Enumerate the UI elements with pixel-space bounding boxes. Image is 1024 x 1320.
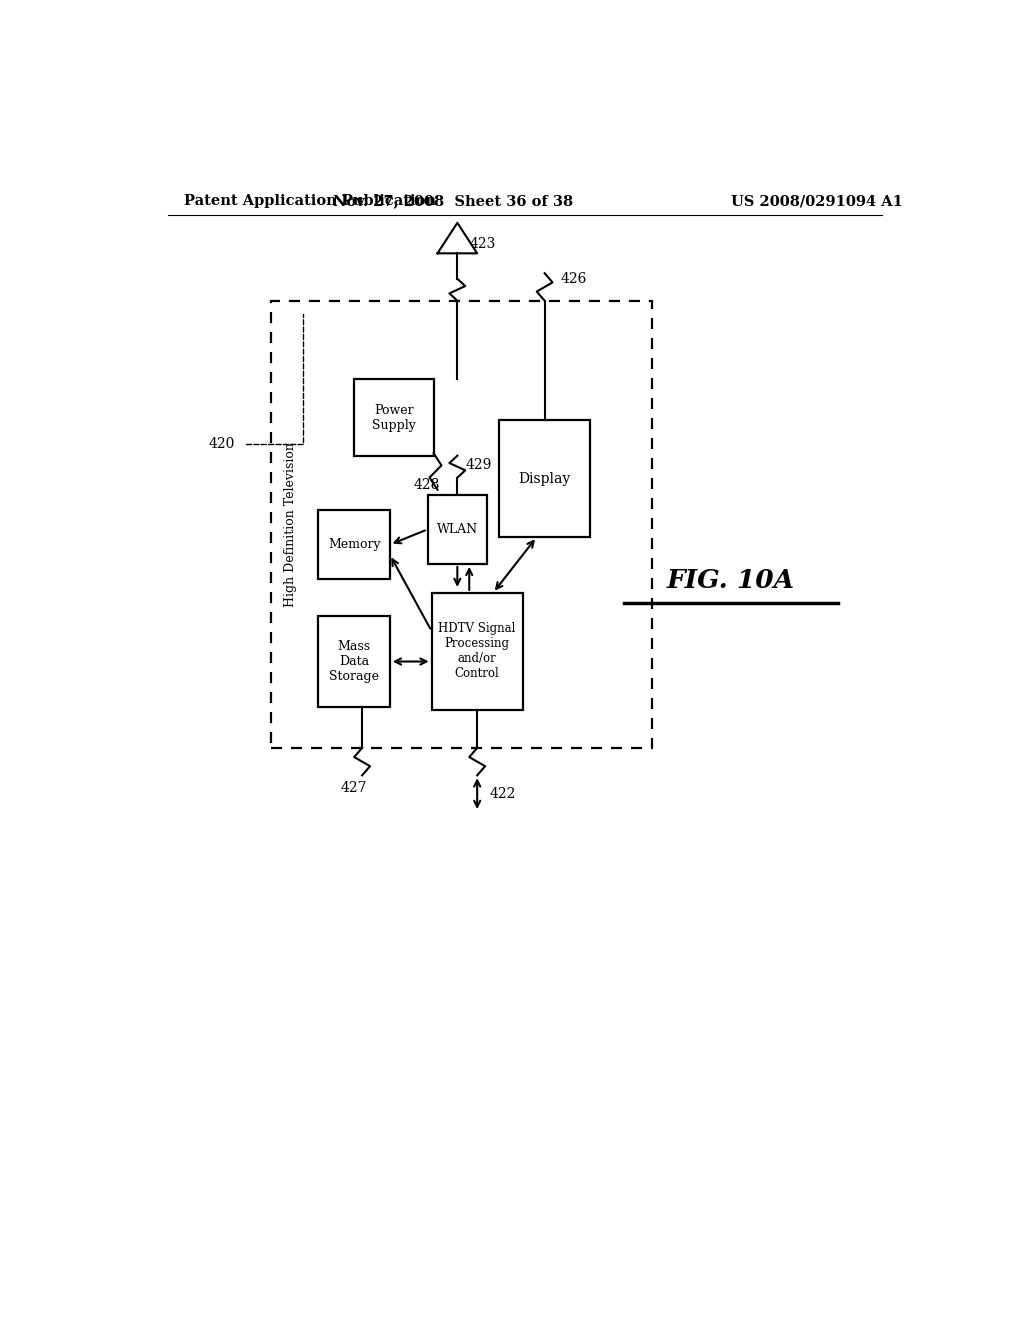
- Bar: [428, 495, 487, 564]
- Bar: [318, 510, 390, 579]
- Text: Mass
Data
Storage: Mass Data Storage: [329, 640, 379, 682]
- Bar: [354, 379, 433, 455]
- Text: Power
Supply: Power Supply: [372, 404, 416, 432]
- Text: Nov. 27, 2008  Sheet 36 of 38: Nov. 27, 2008 Sheet 36 of 38: [334, 194, 573, 209]
- Text: 422: 422: [489, 787, 515, 801]
- Text: 428: 428: [414, 478, 440, 491]
- Text: 427: 427: [341, 781, 368, 795]
- Text: Display: Display: [518, 471, 570, 486]
- Text: HDTV Signal
Processing
and/or
Control: HDTV Signal Processing and/or Control: [438, 622, 516, 680]
- Text: 429: 429: [465, 458, 492, 473]
- Bar: [270, 301, 651, 748]
- Text: WLAN: WLAN: [437, 523, 478, 536]
- Text: Memory: Memory: [328, 539, 381, 552]
- Bar: [499, 420, 590, 537]
- Bar: [318, 615, 390, 708]
- Text: 426: 426: [560, 272, 587, 285]
- Text: Patent Application Publication: Patent Application Publication: [183, 194, 435, 209]
- Text: US 2008/0291094 A1: US 2008/0291094 A1: [731, 194, 903, 209]
- Bar: [431, 593, 523, 710]
- Text: High Definition Television: High Definition Television: [285, 442, 297, 607]
- Text: FIG. 10A: FIG. 10A: [667, 568, 796, 593]
- Text: 420: 420: [209, 437, 236, 451]
- Text: 423: 423: [469, 238, 496, 251]
